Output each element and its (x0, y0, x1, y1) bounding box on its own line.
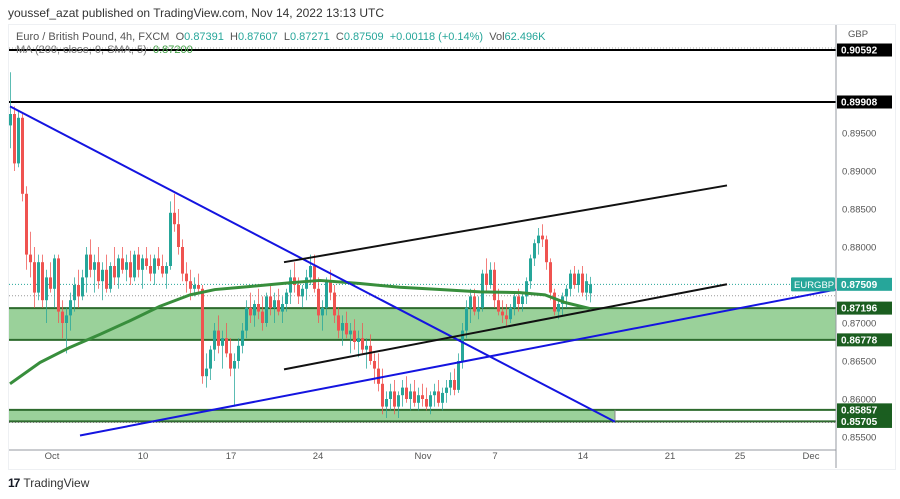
y-tick: 0.88000 (842, 243, 876, 254)
x-tick: Nov (415, 451, 432, 462)
axes: GBP0.895000.890000.885000.880000.870000.… (9, 25, 894, 469)
ascending-blue-trendline[interactable] (79, 288, 837, 437)
y-tick: 0.89000 (842, 167, 876, 178)
y-tick: 0.87000 (842, 319, 876, 330)
publisher-caption: youssef_azat published on TradingView.co… (8, 6, 385, 20)
ma-legend: MA (200, close, 0, SMA, 5) 0.87200 (16, 44, 193, 56)
price-label-0.87509 (837, 277, 892, 291)
trendlines (9, 105, 837, 437)
svg-text:0.87196: 0.87196 (841, 304, 878, 315)
svg-text:0.89908: 0.89908 (841, 97, 878, 108)
y-tick: 0.89500 (842, 129, 876, 140)
x-tick: Oct (45, 451, 60, 462)
price-label-0.85705 (837, 414, 892, 428)
price-label-0.85857 (837, 403, 892, 417)
x-tick: 7 (492, 451, 497, 462)
low-value: 0.87271 (290, 31, 330, 43)
candlesticks (9, 72, 592, 418)
footer-brand: 17 TradingView (8, 476, 89, 490)
symbol-name[interactable]: Euro / British Pound, 4h, FXCM (16, 31, 170, 43)
tradingview-brand: TradingView (23, 476, 90, 490)
tradingview-logo-icon: 17 (8, 476, 20, 490)
svg-text:EURGBP: EURGBP (794, 280, 834, 291)
x-tick: 24 (313, 451, 324, 462)
channel-bottom-trendline[interactable] (283, 283, 728, 371)
close-value: 0.87509 (343, 31, 384, 43)
x-tick: Dec (803, 451, 820, 462)
high-label: H (230, 31, 238, 43)
svg-text:0.86778: 0.86778 (841, 335, 878, 346)
descending-blue-trendline[interactable] (9, 105, 616, 423)
volume-value: 62.496K (504, 31, 546, 43)
change-value: +0.00118 (+0.14%) (389, 31, 484, 43)
horizontal-lines (9, 47, 894, 423)
x-tick: 14 (578, 451, 589, 462)
y-tick: 0.85500 (842, 433, 876, 444)
ma-200-polyline[interactable] (9, 278, 591, 386)
x-tick: 25 (735, 451, 746, 462)
volume-label: Vol (489, 31, 505, 43)
currency-label: GBP (848, 29, 868, 40)
high-value: 0.87607 (237, 31, 278, 43)
svg-text:0.85857: 0.85857 (841, 405, 878, 416)
ma-200-line (9, 278, 591, 386)
svg-text:0.85705: 0.85705 (841, 417, 878, 428)
svg-text:0.87509: 0.87509 (841, 280, 878, 291)
price-label-0.89908 (837, 95, 892, 109)
y-tick: 0.86500 (842, 357, 876, 368)
channel-top-trendline[interactable] (283, 184, 728, 264)
chart-frame (8, 24, 896, 470)
price-label-0.86778 (837, 333, 892, 347)
y-tick: 0.86000 (842, 395, 876, 406)
price-label-0.87196 (837, 301, 892, 315)
price-labels: 0.90592 0.89908 0.87509 EURGBP 0.87196 0.8677… (791, 43, 892, 428)
symbol-legend: Euro / British Pound, 4h, FXCM O0.87391 … (16, 31, 546, 43)
x-tick: 21 (665, 451, 676, 462)
x-tick: 10 (138, 451, 149, 462)
close-label: C (335, 31, 344, 43)
symbol-tag (791, 277, 835, 292)
low-label: L (283, 31, 290, 43)
support-zone-1[interactable] (9, 409, 615, 422)
ma-value: 0.87200 (152, 44, 193, 56)
open-value: 0.87391 (184, 31, 224, 43)
svg-text:0.90592: 0.90592 (841, 46, 878, 57)
price-label-0.90592 (837, 43, 892, 57)
x-tick: 17 (226, 451, 237, 462)
open-label: O (175, 31, 185, 43)
ma-label[interactable]: MA (200, close, 0, SMA, 5) (16, 44, 147, 56)
y-tick: 0.88500 (842, 205, 876, 216)
